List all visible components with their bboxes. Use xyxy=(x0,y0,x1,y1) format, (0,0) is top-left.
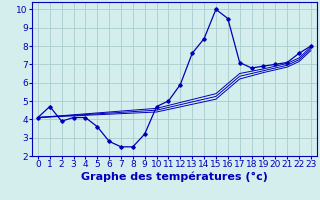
X-axis label: Graphe des températures (°c): Graphe des températures (°c) xyxy=(81,172,268,182)
